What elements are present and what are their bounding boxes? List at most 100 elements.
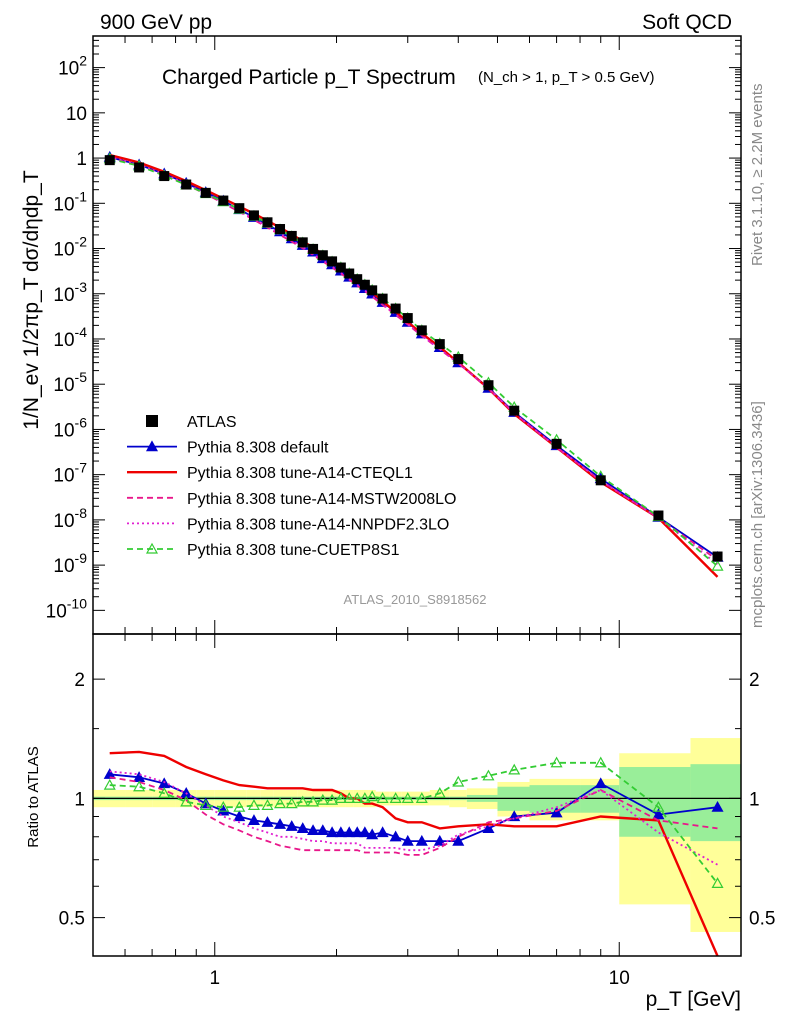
marker-point [415,834,428,846]
y-tick-label: 102 [58,53,87,80]
marker-point [594,777,607,789]
marker-point [261,799,274,810]
marker-point [366,790,379,802]
series-line-pythia-8-308-tune-a14-cteql1 [109,153,719,578]
data-point [308,243,319,254]
y-tick-base: 10 [53,194,74,215]
marker-point [482,822,495,833]
data-point [134,162,145,173]
legend-label: Pythia 8.308 tune-A14-CTEQL1 [187,465,413,482]
marker-point [389,830,402,842]
marker-point [452,834,465,846]
series-line-pythia-8-308-tune-cuetp8s1 [109,761,719,884]
marker-point [199,799,212,810]
legend-label: Pythia 8.308 tune-A14-NNPDF2.3LO [187,516,449,533]
marker-point [233,810,246,822]
legend-marker [146,415,158,427]
y-tick-label: 10-7 [53,460,87,487]
marker-point [285,797,298,809]
marker-point [550,806,563,818]
ratio-y-tick-label: 2 [74,670,85,691]
data-point [335,262,346,273]
ratio-y-tick-label-right: 0.5 [749,909,775,930]
y-tick-label: 10-8 [53,505,87,532]
data-point [453,354,464,365]
y-tick-label: 10-6 [53,414,87,441]
series-line-pythia-8-308-tune-a14-cteql1 [109,750,719,956]
y-tick-label: 10-1 [53,188,87,215]
rivet-version-label: Rivet 3.1.10, ≥ 2.2M events [749,84,766,267]
data-point [218,195,229,206]
marker-point [326,793,339,805]
series-line-pythia-8-308-tune-a14-mstw2008lo [109,776,718,856]
y-tick-base: 10 [53,240,74,261]
legend-label: Pythia 8.308 tune-CUETP8S1 [187,542,400,559]
marker-point [274,797,287,809]
y-tick-exponent: -1 [75,188,88,204]
y-tick-base: 10 [53,420,74,441]
data-point [352,274,363,285]
marker-point [296,822,309,833]
marker-point [452,775,465,787]
y-tick-exponent: -9 [75,550,88,566]
marker-point [711,877,724,889]
y-tick-base: 10 [58,59,79,80]
marker-point [652,808,665,820]
y-tick-base: 10 [53,285,74,306]
main-plot-panel: 10-1010-910-810-710-610-510-410-310-210-… [46,35,742,635]
marker-point [217,800,230,812]
marker-point [351,826,364,838]
marker-point [482,769,495,781]
marker-point [433,834,446,846]
data-point [317,250,328,261]
marker-point [133,780,146,792]
marker-point [401,834,414,846]
data-point [483,380,494,391]
marker-point [550,756,563,768]
chart-subtitle: (N_ch > 1, p_T > 0.5 GeV) [478,69,654,86]
marker-point [247,799,260,810]
ratio-y-axis-title: Ratio to ATLAS [25,746,42,847]
y-tick-base: 10 [53,466,74,487]
y-tick-base: 10 [46,601,67,622]
ratio-y-tick-label: 1 [74,789,85,810]
marker-point [103,768,116,779]
data-point [297,237,308,248]
marker-point [316,793,329,805]
data-point [653,510,664,521]
ratio-plot-frame [92,633,742,957]
y-tick-exponent: -2 [75,234,88,250]
data-point [104,155,115,166]
data-point [344,268,355,279]
legend-marker [145,542,159,554]
data-point [551,438,562,449]
marker-point [389,792,402,803]
marker-point [334,792,347,803]
data-point [359,279,370,290]
marker-point [307,795,320,807]
data-point [390,303,401,314]
mcplots-label: mcplots.cern.ch [arXiv:1306.3436] [749,401,766,628]
marker-point [261,816,274,827]
y-tick-base: 10 [53,556,74,577]
marker-point [366,828,379,840]
y-tick-exponent: -6 [75,414,88,430]
marker-point [415,792,428,803]
y-tick-base: 10 [53,375,74,396]
marker-point [316,824,329,836]
marker-point [376,792,389,803]
marker-point [358,826,371,838]
data-point [248,210,259,221]
marker-point [326,826,339,838]
marker-point [594,756,607,768]
chart-title: Charged Particle p_T Spectrum [162,66,456,89]
x-axis-title: p_T [GeV] [646,988,741,1011]
marker-point [358,792,371,803]
y-tick-exponent: -3 [75,279,88,295]
data-point [509,405,520,416]
marker-point [233,800,246,812]
marker-point [217,804,230,816]
marker-point [307,824,320,836]
ratio-plot-panel: 0.5 0.5 1 1 2 2 1 10 [59,633,775,989]
